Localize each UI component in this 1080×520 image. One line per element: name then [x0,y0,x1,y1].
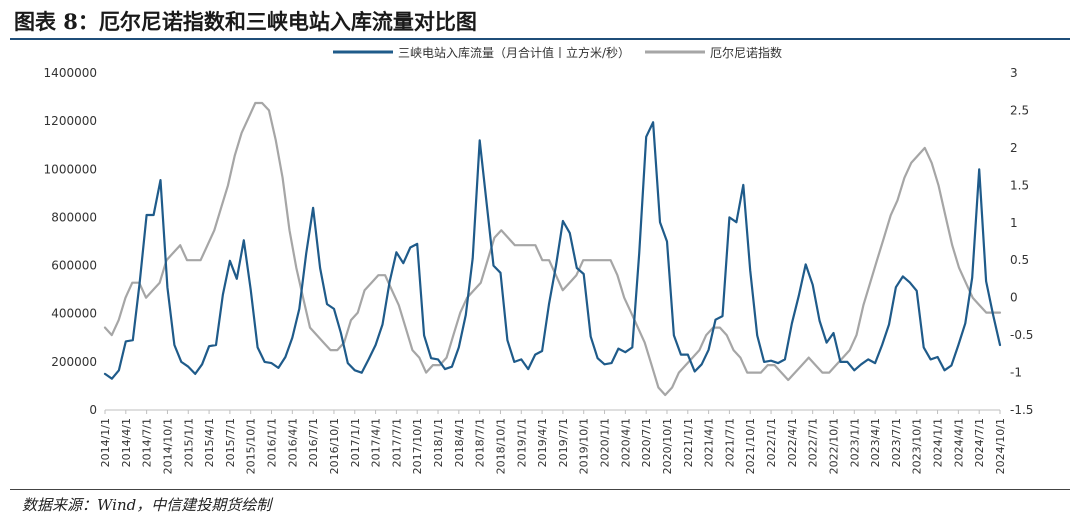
x-tick-label: 2018/7/1 [474,418,487,467]
x-tick-label: 2014/7/1 [141,418,154,467]
x-tick-label: 2019/4/1 [536,418,549,467]
legend-label-enso: 厄尔尼诺指数 [710,45,782,60]
x-tick-label: 2019/7/1 [557,418,570,467]
x-tick-label: 2022/10/1 [827,418,840,474]
x-tick-label: 2019/10/1 [578,418,591,474]
x-tick-label: 2017/7/1 [390,418,403,467]
x-tick-label: 2024/10/1 [994,418,1007,474]
x-tick-label: 2022/7/1 [807,418,820,467]
series-line-enso [103,101,1002,397]
left-y-tick-label: 800000 [51,210,97,224]
x-tick-label: 2016/1/1 [266,418,279,467]
source-note: 数据来源：Wind，中信建投期货绘制 [22,496,272,514]
right-y-tick-label: 1.5 [1010,178,1029,192]
x-tick-label: 2020/1/1 [599,418,612,467]
right-y-tick-label: -1 [1010,366,1022,380]
x-tick-label: 2020/7/1 [640,418,653,467]
x-tick-label: 2015/7/1 [224,418,237,467]
title-divider [10,38,1070,40]
right-y-tick-label: 0.5 [1010,253,1029,267]
x-tick-label: 2016/10/1 [328,418,341,474]
x-tick-label: 2019/1/1 [515,418,528,467]
x-tick-label: 2024/1/1 [932,418,945,467]
x-tick-label: 2015/1/1 [182,418,195,467]
right-y-tick-label: 0 [1010,291,1018,305]
legend: 三峡电站入库流量（月合计值丨立方米/秒） 厄尔尼诺指数 [333,45,782,60]
x-tick-label: 2024/7/1 [973,418,986,467]
series-group [103,101,1002,397]
x-tick-label: 2022/4/1 [786,418,799,467]
x-tick-label: 2021/7/1 [723,418,736,467]
legend-label-inflow: 三峡电站入库流量（月合计值丨立方米/秒） [398,45,630,60]
chart-title: 图表 8：厄尔尼诺指数和三峡电站入库流量对比图 [14,9,477,34]
left-y-tick-label: 0 [89,403,97,417]
right-y-tick-label: -0.5 [1010,328,1033,342]
x-tick-label: 2017/10/1 [411,418,424,474]
x-tick-label: 2014/1/1 [99,418,112,467]
chart-plot: 三峡电站入库流量（月合计值丨立方米/秒） 厄尔尼诺指数 0 200000 40000… [44,45,1034,474]
x-tick-label: 2014/4/1 [120,418,133,467]
x-axis: 2014/1/1 2014/4/1 2014/7/1 2014/10/1 2015/1/… [99,410,1007,474]
right-y-tick-label: 3 [1010,66,1018,80]
x-tick-label: 2018/1/1 [432,418,445,467]
x-tick-label: 2018/4/1 [453,418,466,467]
x-tick-label: 2020/4/1 [619,418,632,467]
x-tick-label: 2023/1/1 [848,418,861,467]
left-y-tick-label: 200000 [51,355,97,369]
source-divider [10,489,1070,490]
x-tick-label: 2015/10/1 [245,418,258,474]
x-tick-label: 2016/4/1 [286,418,299,467]
x-tick-label: 2024/4/1 [952,418,965,467]
x-tick-label: 2020/10/1 [661,418,674,474]
left-y-axis: 0 200000 400000 600000 800000 1000000 1200000 1… [44,66,97,417]
x-tick-label: 2018/10/1 [494,418,507,474]
left-y-tick-label: 1000000 [44,162,97,176]
x-tick-label: 2023/4/1 [869,418,882,467]
left-y-tick-label: 400000 [51,307,97,321]
left-y-tick-label: 1400000 [44,66,97,80]
x-tick-label: 2021/1/1 [682,418,695,467]
x-tick-label: 2017/4/1 [370,418,383,467]
x-tick-label: 2016/7/1 [307,418,320,467]
x-tick-label: 2023/7/1 [890,418,903,467]
x-tick-label: 2022/1/1 [765,418,778,467]
right-y-tick-label: 1 [1010,216,1018,230]
x-tick-label: 2021/10/1 [744,418,757,474]
x-tick-label: 2023/10/1 [911,418,924,474]
right-y-axis: -1.5 -1 -0.5 0 0.5 1 1.5 2 2.5 3 [1010,66,1033,417]
x-tick-label: 2015/4/1 [203,418,216,467]
x-tick-label: 2021/4/1 [703,418,716,467]
series-line-inflow [103,121,1002,380]
x-tick-label: 2017/1/1 [349,418,362,467]
x-tick-label: 2014/10/1 [161,418,174,474]
right-y-tick-label: 2.5 [1010,103,1029,117]
right-y-tick-label: 2 [1010,141,1018,155]
left-y-tick-label: 600000 [51,259,97,273]
left-y-tick-label: 1200000 [44,114,97,128]
right-y-tick-label: -1.5 [1010,403,1033,417]
